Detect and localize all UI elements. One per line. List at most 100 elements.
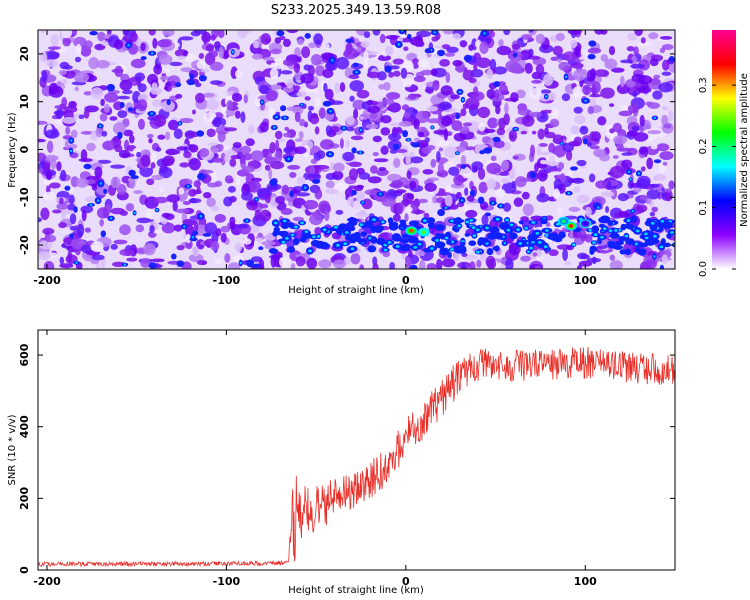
heatmap-blob [227,186,236,193]
heatmap-blob [388,221,399,228]
heatmap-blob [207,182,220,188]
heatmap-blob [220,152,226,166]
heatmap-blob [487,117,499,129]
heatmap-blob [444,52,456,57]
heatmap-blob [212,116,222,128]
heatmap-blob [356,30,367,36]
heatmap-blob [493,66,507,75]
heatmap-blob [400,221,407,228]
heatmap-blob [587,106,595,115]
heatmap-blob [403,112,411,119]
heatmap-blob [80,244,92,254]
heatmap-blob [173,128,183,140]
heatmap-blob [552,134,564,145]
heatmap-blob [407,236,419,244]
heatmap-blob [471,91,485,101]
heatmap-blob [348,161,362,167]
heatmap-blob [652,90,663,100]
heatmap-blob [279,230,289,238]
heatmap-blob [435,197,446,204]
heatmap-blob [567,30,582,35]
heatmap-blob [217,30,225,39]
heatmap-blob [151,174,164,181]
heatmap-blob [508,232,518,240]
heatmap-blob [395,189,407,194]
heatmap-blob [150,112,153,115]
heatmap-blob [437,49,445,57]
heatmap-blob [309,213,323,226]
heatmap-blob [119,210,128,216]
heatmap-blob [379,192,382,196]
heatmap-blob [128,169,136,177]
heatmap-blob [103,103,110,113]
heatmap-blob [490,155,497,162]
heatmap-blob [270,48,282,55]
heatmap-blob [74,86,80,92]
heatmap-blob [347,196,354,207]
heatmap-blob [594,69,609,77]
heatmap-blob [444,236,449,240]
heatmap-blob [407,33,412,40]
heatmap-blob [135,224,145,233]
heatmap-blob [530,215,543,221]
heatmap-blob [627,104,640,114]
heatmap-blob [463,146,476,151]
heatmap-blob [653,159,662,164]
heatmap-blob [377,54,392,62]
heatmap-blob [468,44,474,51]
heatmap-blob [297,38,304,46]
heatmap-blob [176,245,185,251]
heatmap-blob [456,152,459,155]
heatmap-blob [427,118,442,124]
heatmap-blob [402,130,408,138]
heatmap-blob [544,234,549,237]
heatmap-blob [356,238,367,243]
heatmap-blob [668,56,675,63]
heatmap-blob [203,32,208,45]
heatmap-blob [207,142,219,147]
heatmap-blob [182,218,197,226]
heatmap-blob [226,100,234,111]
heatmap-blob [380,145,389,155]
heatmap-blob [75,43,82,56]
heatmap-blob [649,58,659,67]
heatmap-blob [609,103,615,107]
heatmap-blob [280,208,293,215]
heatmap-blob [579,125,589,135]
heatmap-blob [363,50,369,62]
heatmap-blob [60,169,67,181]
heatmap-blob [633,132,649,142]
heatmap-blob [110,176,121,189]
heatmap-blob [424,182,437,192]
heatmap-blob [548,249,559,257]
heatmap-blob [494,89,500,100]
heatmap-blob [182,201,191,205]
heatmap-blob [414,137,420,142]
heatmap-blob [240,111,246,123]
heatmap-blob [231,50,234,54]
heatmap-blob [392,58,404,65]
heatmap-blob [282,219,287,223]
heatmap-blob [348,168,359,181]
heatmap-blob [436,150,441,162]
heatmap-blob [587,47,602,54]
heatmap-blob [647,130,662,135]
heatmap-blob [138,118,145,130]
heatmap-blob [345,38,354,43]
heatmap-blob [323,82,328,93]
heatmap-blob [479,41,489,54]
heatmap-blob [538,151,553,156]
heatmap-blob [634,30,643,37]
heatmap-blob [668,63,675,73]
heatmap-blob [384,45,394,56]
heatmap-blob [600,30,608,35]
heatmap-blob [663,188,672,193]
heatmap-blob [562,51,578,62]
heatmap-hotspot [568,224,574,228]
heatmap-blob [150,152,157,165]
heatmap-blob [241,191,253,201]
heatmap-blob [540,89,552,95]
heatmap-blob [451,120,463,131]
heatmap-blob [505,60,520,73]
heatmap-blob [444,206,448,209]
